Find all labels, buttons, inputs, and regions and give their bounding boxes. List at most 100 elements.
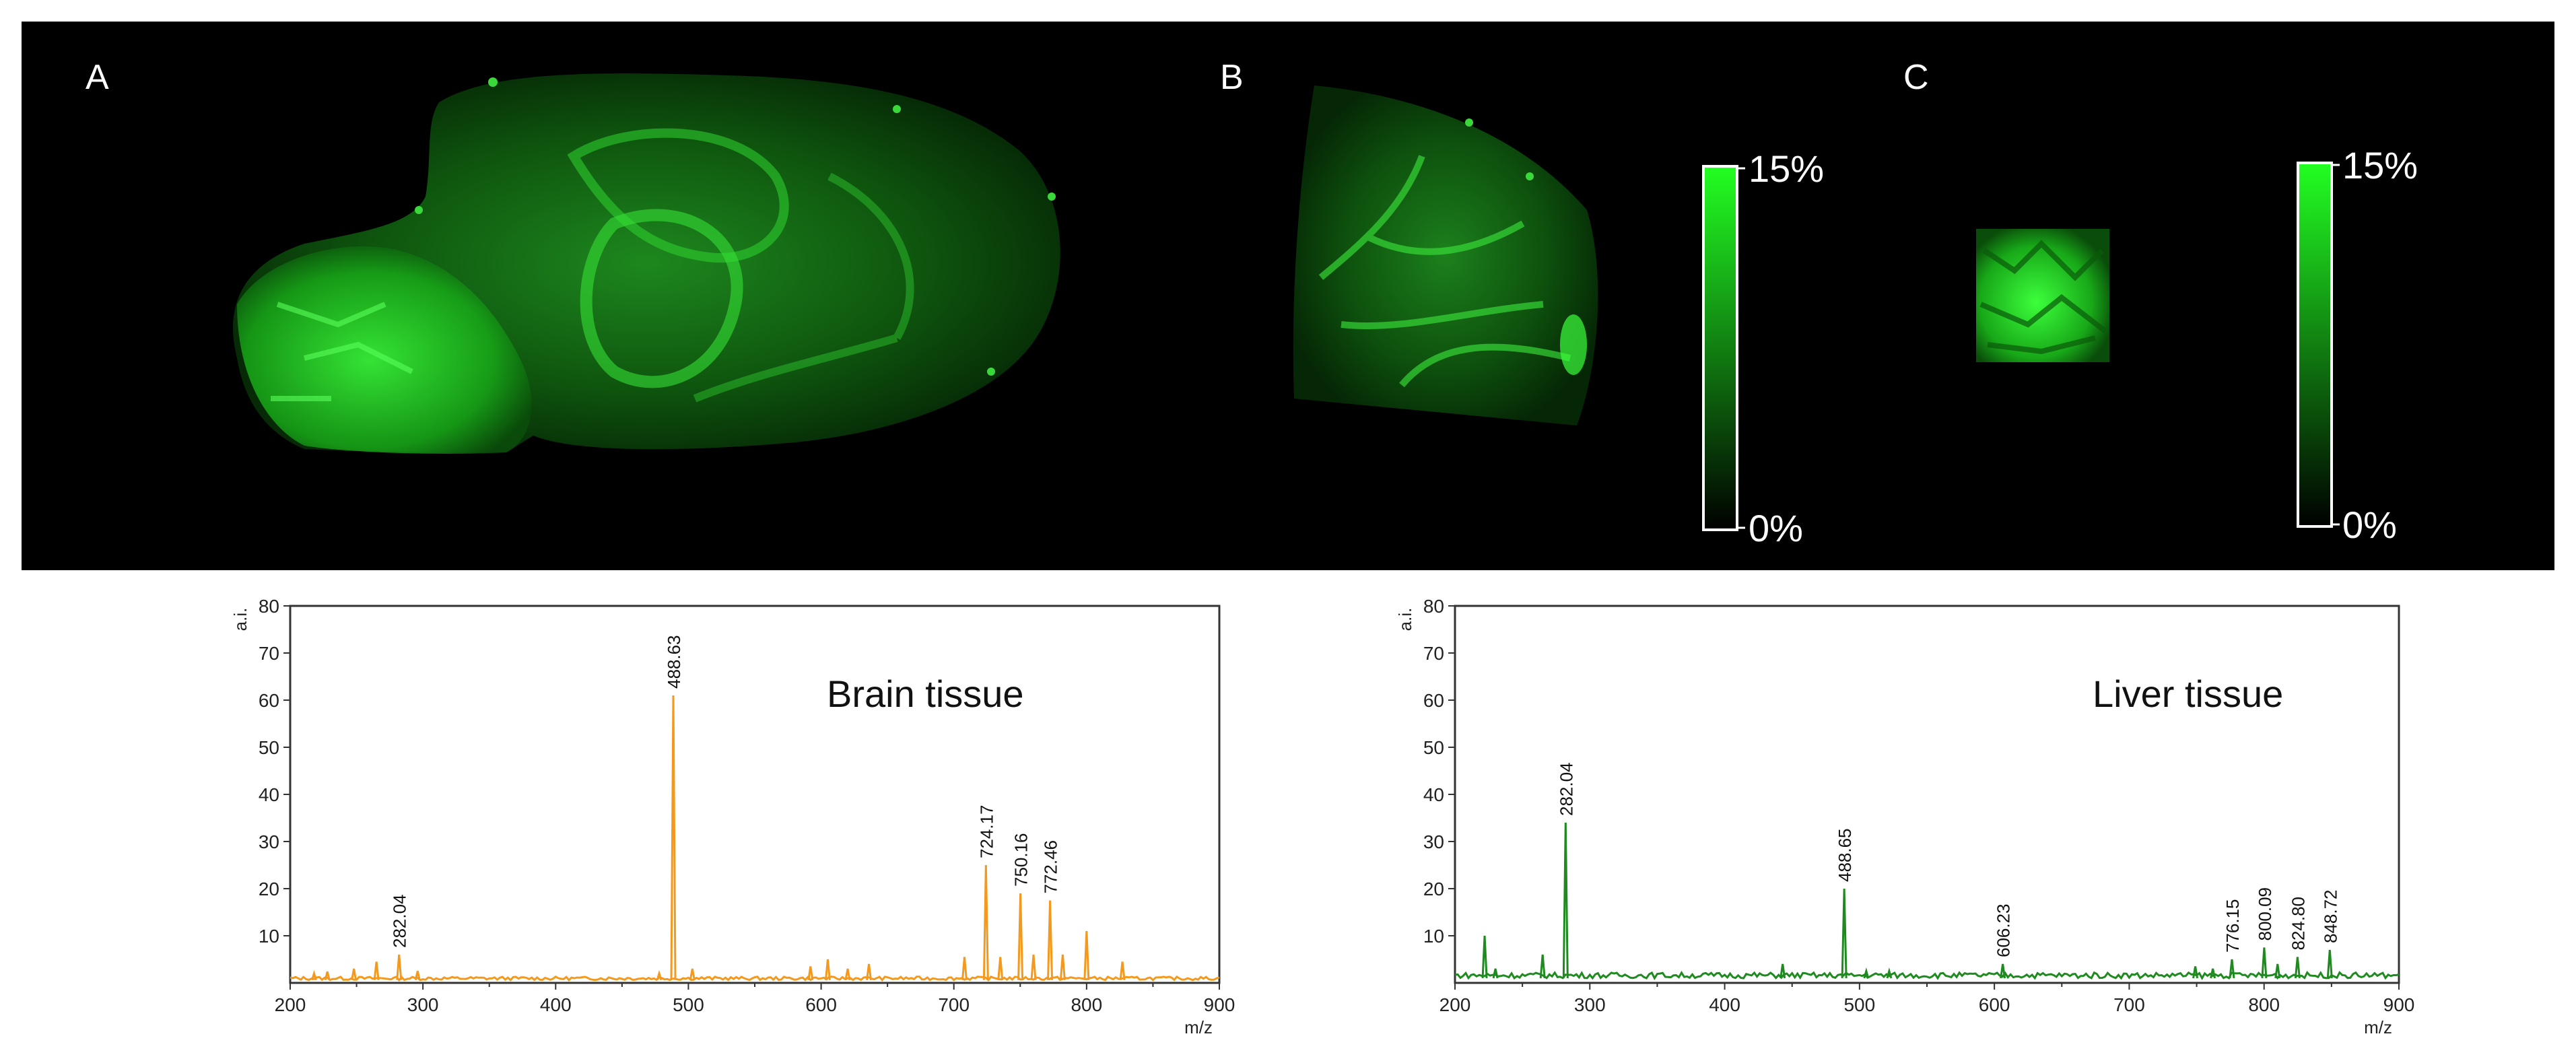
x-tick-label: 300	[1574, 994, 1606, 1015]
spectrum-peak	[2000, 963, 2006, 979]
spectrum-peak	[1119, 961, 1126, 980]
peak-label: 824.80	[2288, 897, 2308, 951]
x-axis-label: m/z	[1184, 1017, 1213, 1037]
x-tick-label: 200	[275, 994, 306, 1015]
plot-frame	[1454, 605, 2400, 984]
colorbar-c-max-label: 15%	[2342, 144, 2418, 186]
spectrum-peak	[1780, 963, 1786, 979]
y-tick-label: 20	[259, 879, 279, 899]
y-tick-label: 40	[1423, 784, 1444, 805]
spectrum-peak	[1481, 935, 1488, 979]
spectrum-peak	[844, 968, 851, 981]
spectrum-peak	[689, 968, 696, 981]
x-tick-label: 500	[1843, 994, 1875, 1015]
spectrum-peak	[1047, 900, 1054, 980]
x-tick-label: 900	[1204, 994, 1235, 1015]
spectrum-peak	[982, 864, 989, 980]
panel-b-letter: B	[1220, 58, 1244, 97]
y-tick-label: 20	[1423, 879, 1444, 899]
spectrum-peak	[1562, 822, 1569, 979]
spectrum-peak	[324, 971, 331, 981]
y-tick-label: 70	[259, 643, 279, 664]
x-tick-label: 900	[2383, 994, 2415, 1015]
colorbar-c: 15% 0%	[2297, 144, 2418, 546]
spectrum-peak	[824, 959, 831, 980]
y-tick-label: 30	[259, 831, 279, 852]
spectrum-peak	[1083, 930, 1090, 980]
spectrum-peak	[396, 954, 403, 980]
x-tick-label: 500	[673, 994, 704, 1015]
peak-label: 750.16	[1011, 833, 1031, 887]
y-axis-label: a.i.	[230, 608, 250, 631]
peak-label: 724.17	[976, 804, 996, 858]
panel-b-tissue-image	[1293, 85, 1598, 425]
plot-frame	[289, 605, 1221, 984]
colorbar-b: 15% 0%	[1702, 147, 1824, 549]
colorbar-b-min-label: 0%	[1749, 507, 1803, 549]
liver-spectrum-svg: 10 20 30 40 50 60 70 80 200 300 400 500 600 700 800 900…	[1395, 596, 2415, 1037]
spectrum-peak	[1030, 954, 1037, 980]
peak-label: 848.72	[2320, 889, 2340, 943]
spectrum-peak	[373, 961, 380, 980]
colorbar-c-min-label: 0%	[2342, 504, 2397, 546]
spectrum-peak	[1492, 968, 1499, 979]
peak-label: 800.09	[2255, 887, 2275, 941]
y-tick-label: 80	[1423, 596, 1444, 617]
x-tick-label: 200	[1439, 994, 1471, 1015]
colorbar-b-max-label: 15%	[1749, 147, 1824, 190]
peak-label: 776.15	[2223, 899, 2243, 953]
spectrum-peak	[670, 695, 677, 980]
spectrum-peak	[351, 968, 358, 981]
spectrum-peak	[2229, 959, 2235, 979]
spectrum-peak	[1863, 967, 1870, 979]
y-tick-label: 50	[1423, 737, 1444, 758]
y-tick-label: 70	[1423, 643, 1444, 664]
x-tick-label: 800	[2248, 994, 2280, 1015]
chart-title: Liver tissue	[2093, 673, 2283, 715]
spectrum-peak	[1017, 893, 1024, 980]
y-tick-label: 60	[259, 690, 279, 711]
spectrum-peak	[311, 969, 317, 981]
y-tick-label: 10	[1423, 926, 1444, 947]
spectrum-peak	[1841, 888, 1848, 979]
brain-spectrum-chart: 10 20 30 40 50 60 70 80 200 300 400 500 600 700 800 900…	[0, 579, 1279, 1063]
panel-a-tissue-image	[233, 73, 1060, 454]
peak-label: 488.65	[1835, 828, 1855, 882]
y-tick-label: 10	[259, 926, 279, 947]
imaging-panels: A B C 15% 0% 15% 0%	[86, 58, 2418, 549]
spectrum-peak	[2192, 966, 2199, 979]
spectrum-peak	[1059, 954, 1066, 980]
spectrum-peak	[414, 971, 421, 981]
x-tick-label: 400	[1709, 994, 1740, 1015]
chart-title: Brain tissue	[827, 673, 1024, 715]
y-tick-label: 60	[1423, 690, 1444, 711]
x-tick-label: 800	[1071, 994, 1102, 1015]
spectrum-peak	[961, 957, 968, 980]
panel-a-letter: A	[86, 58, 109, 97]
x-tick-label: 400	[540, 994, 572, 1015]
y-tick-label: 30	[1423, 831, 1444, 852]
spectrum-peak	[2261, 947, 2268, 979]
peak-label: 488.63	[664, 635, 684, 689]
spectrum-peak	[2294, 957, 2301, 979]
x-tick-label: 700	[938, 994, 970, 1015]
imaging-panel-strip: A B C 15% 0% 15% 0%	[22, 22, 2554, 570]
brain-spectrum-svg: 10 20 30 40 50 60 70 80 200 300 400 500 600 700 800 900…	[230, 596, 1235, 1037]
spectrum-series	[290, 695, 1220, 982]
liver-spectrum-chart: 10 20 30 40 50 60 70 80 200 300 400 500 600 700 800 900…	[1279, 579, 2576, 1063]
peak-label: 606.23	[1994, 903, 2014, 957]
peak-label: 772.46	[1041, 840, 1061, 894]
y-tick-label: 80	[259, 596, 279, 617]
y-tick-label: 50	[259, 737, 279, 758]
spectrum-peak	[2326, 949, 2333, 979]
x-tick-label: 600	[805, 994, 837, 1015]
spectrum-peak	[2210, 968, 2216, 979]
spectrum-peak	[866, 963, 873, 980]
spectrum-peak	[1539, 954, 1546, 979]
spectrum-series	[1454, 822, 2400, 981]
spectrum-peak	[807, 966, 814, 981]
panel-c-letter: C	[1903, 58, 1929, 97]
spectrum-peak	[656, 969, 663, 981]
spectrum-peak	[997, 957, 1004, 980]
x-axis-label: m/z	[2364, 1017, 2392, 1037]
